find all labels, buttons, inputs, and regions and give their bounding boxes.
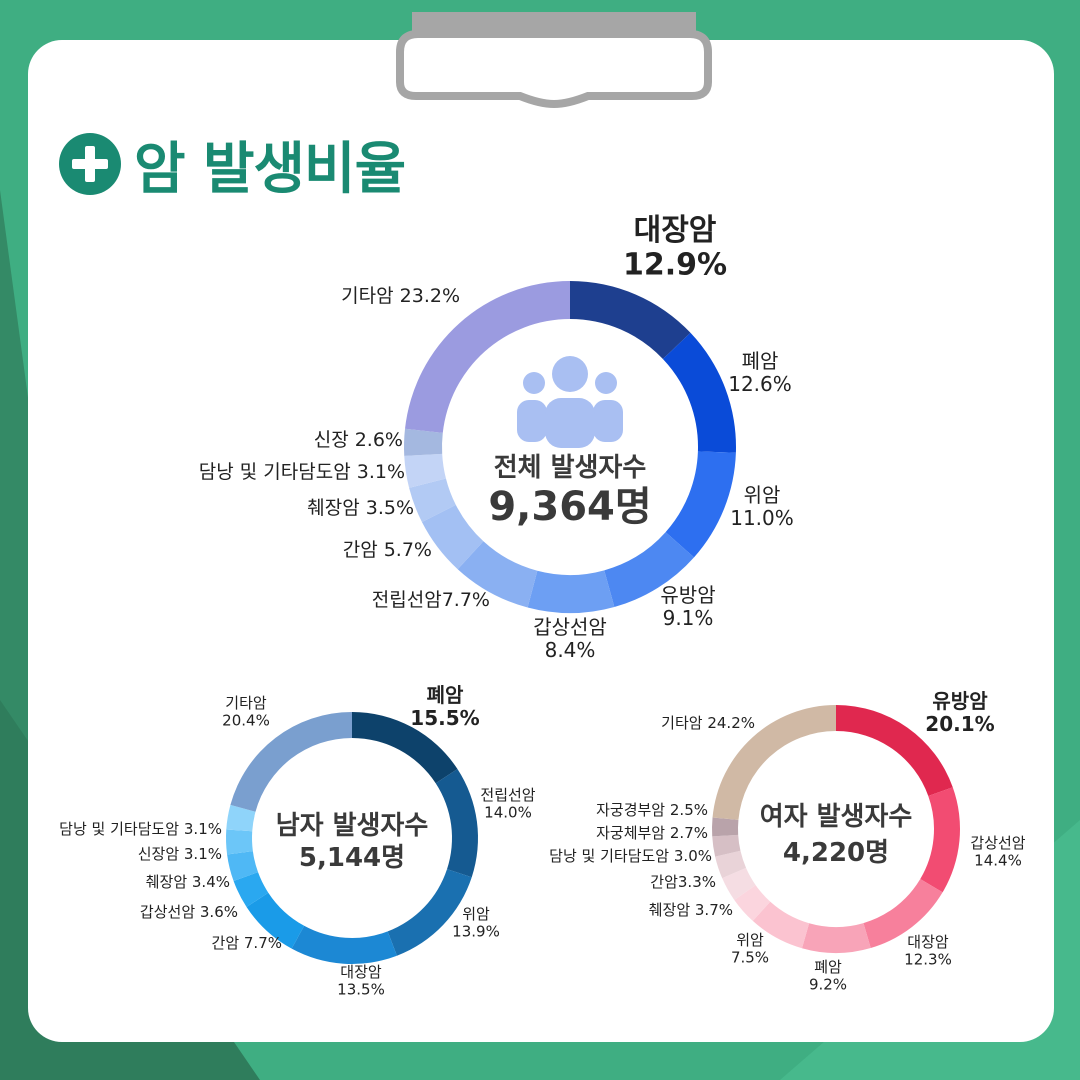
page-title-text: 암 발생비율: [134, 136, 406, 202]
donut-slice: [405, 281, 570, 433]
center-label: 남자 발생자수: [276, 811, 429, 841]
donut-slice: [665, 451, 736, 558]
donut-slice: [230, 712, 352, 812]
donut-slice: [527, 570, 615, 613]
donut-slice: [836, 705, 953, 796]
donut-slice: [225, 829, 253, 855]
donut-slice: [387, 869, 472, 956]
slice-label: 신장암 3.1%: [138, 845, 222, 863]
slice-label: 기타암 24.2%: [661, 714, 755, 732]
donut-slice: [291, 925, 397, 964]
slice-label: 대장암 12.9%: [623, 213, 727, 283]
donut-slice: [404, 428, 443, 456]
center-label: 여자 발생자수: [760, 802, 913, 832]
slice-label: 간암 5.7%: [343, 539, 432, 561]
slice-label: 자궁경부암 2.5%: [596, 801, 708, 819]
donut-slice: [457, 541, 538, 608]
donut-slice: [226, 804, 256, 832]
slice-label: 위암 11.0%: [730, 483, 794, 530]
slice-label: 폐암 9.2%: [809, 958, 847, 993]
donut-slice: [227, 851, 259, 882]
slice-label: 기타암 23.2%: [341, 285, 460, 307]
donut-slice: [604, 532, 695, 607]
donut-slice: [715, 850, 747, 879]
slice-label: 대장암 13.5%: [337, 963, 385, 998]
slice-label: 전립선암7.7%: [372, 589, 490, 611]
donut-slice: [435, 769, 479, 878]
donut-slice: [421, 504, 484, 570]
slice-label: 담낭 및 기타담도암 3.1%: [59, 820, 222, 838]
slice-label: 간암3.3%: [650, 873, 716, 891]
donut-slice: [404, 453, 446, 488]
donut-slice: [920, 787, 960, 893]
donut-slice: [722, 867, 756, 900]
donut-slice: [570, 281, 691, 359]
slice-label: 유방암 20.1%: [925, 689, 994, 736]
slice-label: 자궁체부암 2.7%: [596, 824, 708, 842]
slice-label: 폐암 15.5%: [410, 683, 479, 730]
donut-slice: [352, 712, 458, 784]
plus-circle-icon: [59, 133, 121, 195]
donut-slice: [712, 817, 739, 837]
donut-slice: [233, 872, 269, 907]
center-label: 전체 발생자수: [494, 453, 647, 483]
donut-slice: [752, 901, 810, 949]
slice-label: 전립선암 14.0%: [480, 786, 535, 821]
slice-label: 담낭 및 기타담도암 3.0%: [549, 847, 712, 865]
donut-slice: [863, 879, 943, 949]
slice-label: 위암 7.5%: [731, 931, 769, 966]
donut-slice: [801, 923, 871, 953]
content-card: [28, 40, 1054, 1042]
slice-label: 췌장암 3.4%: [146, 873, 230, 891]
donut-slice: [246, 892, 305, 949]
donut-slice: [662, 332, 736, 453]
clipboard-clip-icon: [396, 12, 712, 109]
slice-label: 갑상선암 14.4%: [970, 834, 1025, 869]
page-title: 암 발생비율: [58, 128, 406, 202]
people-icon: [517, 356, 623, 448]
center-value: 4,220명: [783, 838, 889, 868]
slice-label: 위암 13.9%: [452, 905, 500, 940]
slice-label: 갑상선암 8.4%: [533, 615, 607, 662]
donut-slice: [712, 834, 741, 857]
slice-label: 기타암 20.4%: [222, 694, 270, 729]
donut-slice: [734, 885, 771, 921]
center-value: 9,364명: [488, 484, 651, 530]
slice-label: 신장 2.6%: [314, 429, 403, 451]
slice-label: 간암 7.7%: [212, 934, 282, 952]
donut-slice: [409, 478, 456, 523]
center-value: 5,144명: [299, 843, 405, 873]
slice-label: 담낭 및 기타담도암 3.1%: [199, 461, 405, 483]
slice-label: 유방암 9.1%: [660, 583, 715, 630]
slice-label: 대장암 12.3%: [904, 933, 952, 968]
slice-label: 췌장암 3.5%: [307, 497, 414, 519]
slice-label: 갑상선암 3.6%: [140, 903, 238, 921]
donut-slice: [712, 705, 836, 820]
slice-label: 폐암 12.6%: [728, 349, 792, 396]
slice-label: 췌장암 3.7%: [649, 901, 733, 919]
